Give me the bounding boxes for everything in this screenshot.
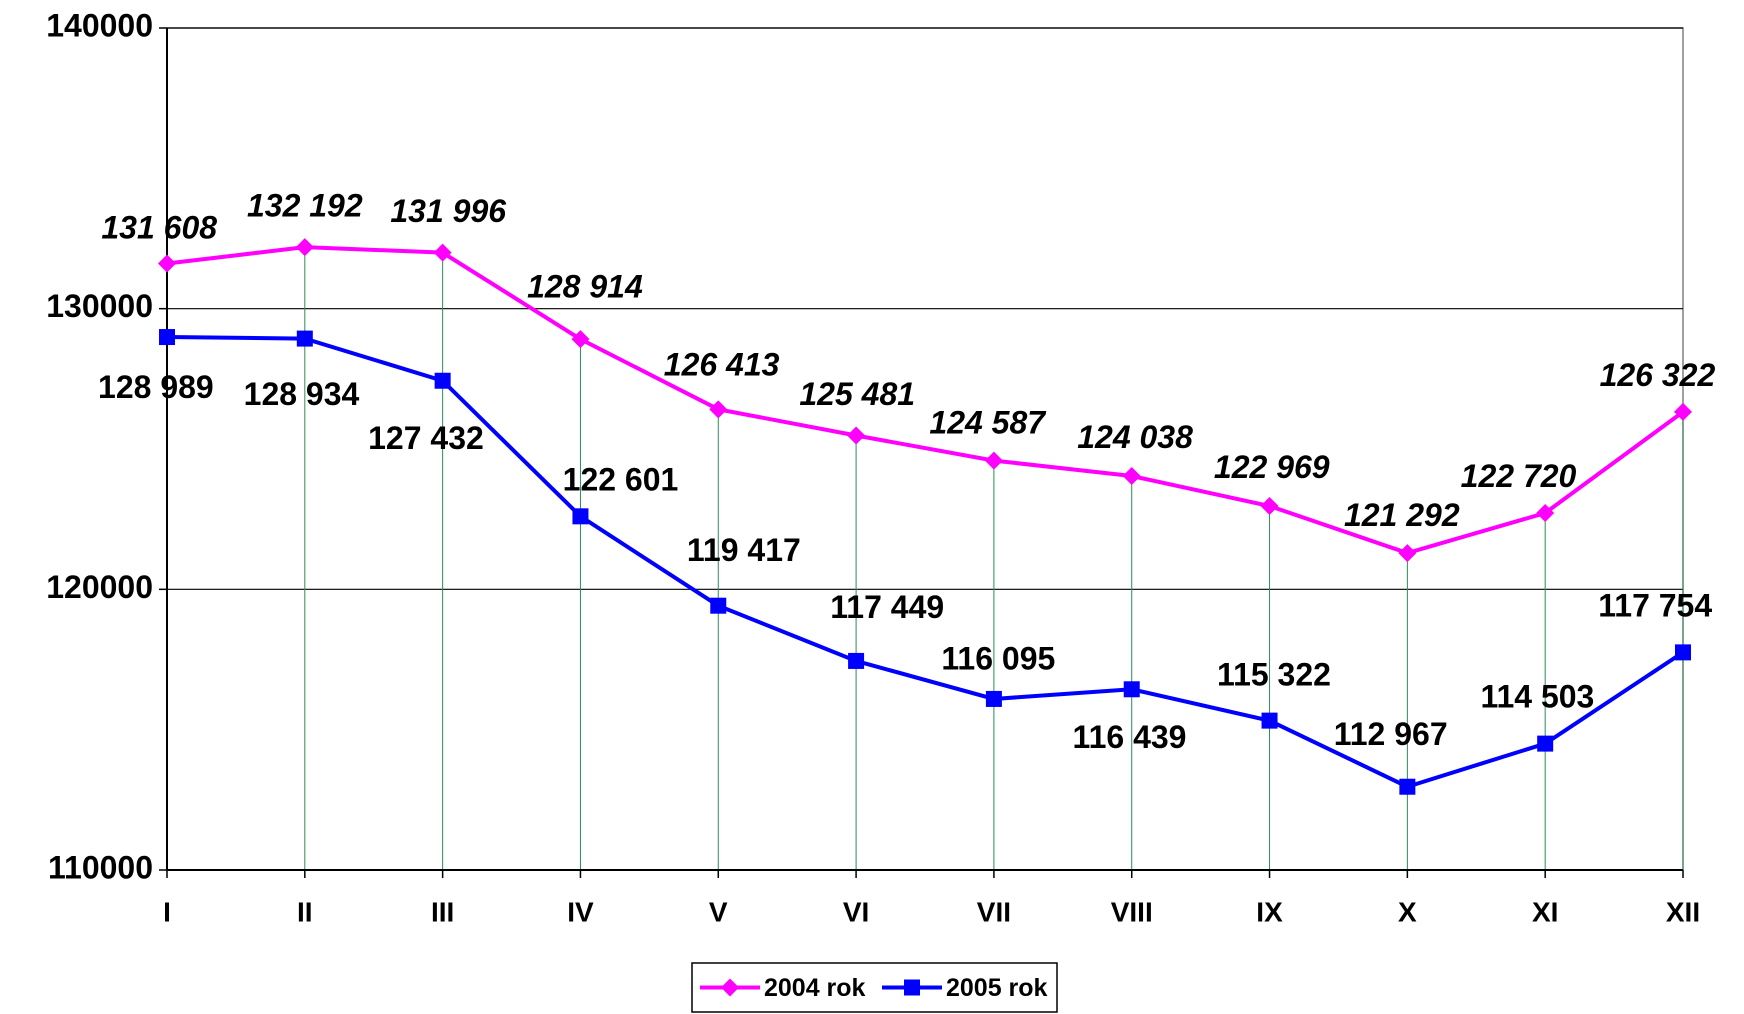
- x-tick-label: VI: [843, 896, 869, 927]
- x-tick-label: XI: [1532, 896, 1558, 927]
- value-label: 117 754: [1598, 587, 1712, 623]
- x-tick-label: IV: [567, 896, 594, 927]
- marker: [1675, 644, 1691, 661]
- marker: [1122, 467, 1141, 486]
- marker: [1537, 735, 1554, 752]
- marker: [434, 372, 451, 389]
- x-tick-label: X: [1398, 896, 1417, 927]
- value-label: 127 432: [368, 420, 484, 456]
- y-tick-label: 140000: [46, 7, 153, 43]
- x-tick-label: III: [431, 896, 454, 927]
- marker: [984, 451, 1003, 470]
- value-label: 117 449: [830, 589, 944, 625]
- marker: [571, 330, 590, 349]
- value-label: 122 601: [563, 461, 679, 497]
- marker: [1399, 778, 1416, 795]
- marker: [159, 329, 175, 346]
- legend-label: 2005 rok: [946, 974, 1048, 1002]
- marker: [1261, 712, 1278, 729]
- legend-label: 2004 rok: [764, 974, 866, 1002]
- value-label: 131 996: [390, 193, 506, 229]
- value-label: 121 292: [1344, 497, 1460, 533]
- x-tick-label: VII: [977, 896, 1011, 927]
- marker: [1260, 497, 1279, 516]
- marker: [1398, 544, 1417, 563]
- value-label: 124 038: [1077, 419, 1193, 455]
- value-label: 116 095: [941, 641, 1055, 677]
- x-tick-label: XII: [1666, 896, 1700, 927]
- value-label: 114 503: [1480, 679, 1594, 715]
- value-label: 126 322: [1600, 357, 1716, 393]
- marker: [904, 979, 920, 996]
- value-label: 126 413: [664, 347, 780, 383]
- y-tick-label: 110000: [48, 849, 153, 885]
- value-label: 119 417: [687, 532, 801, 568]
- marker: [296, 330, 313, 347]
- x-tick-label: I: [163, 896, 171, 927]
- marker: [572, 508, 589, 525]
- marker: [721, 978, 739, 997]
- x-tick-label: IX: [1256, 896, 1283, 927]
- marker: [847, 426, 866, 445]
- value-label: 122 720: [1461, 458, 1577, 494]
- marker: [1536, 503, 1555, 522]
- marker: [709, 400, 728, 419]
- marker: [710, 597, 727, 614]
- x-tick-label: II: [297, 896, 313, 927]
- value-label: 112 967: [1334, 716, 1448, 752]
- marker: [848, 652, 865, 669]
- x-tick-label: VIII: [1111, 896, 1153, 927]
- value-label: 128 914: [527, 269, 643, 305]
- marker: [158, 254, 176, 273]
- value-label: 124 587: [929, 404, 1047, 440]
- series-line: [166, 335, 1685, 789]
- value-label: 131 608: [101, 210, 217, 246]
- series-line: [166, 245, 1685, 556]
- value-label: 115 322: [1217, 657, 1331, 693]
- value-label: 128 934: [244, 376, 360, 412]
- value-label: 122 969: [1214, 449, 1330, 485]
- y-tick-label: 130000: [46, 288, 153, 324]
- marker: [1123, 681, 1140, 698]
- value-label: 132 192: [247, 188, 363, 224]
- marker: [295, 238, 314, 257]
- marker: [985, 690, 1002, 707]
- y-tick-label: 120000: [46, 569, 153, 605]
- value-label: 116 439: [1073, 719, 1187, 755]
- value-label: 125 481: [799, 376, 915, 412]
- value-label: 128 989: [98, 369, 214, 405]
- marker: [433, 243, 452, 262]
- marker: [1674, 402, 1692, 421]
- x-tick-label: V: [709, 896, 728, 927]
